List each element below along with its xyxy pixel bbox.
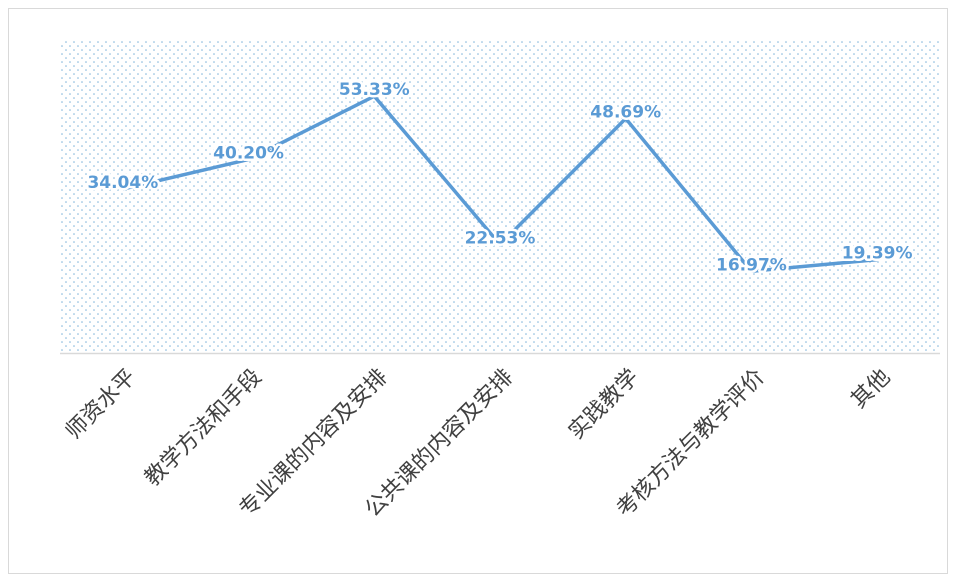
data-label: 19.39% — [842, 244, 913, 264]
data-label: 48.69% — [590, 103, 661, 123]
data-label: 34.04% — [87, 173, 158, 193]
data-line — [122, 94, 878, 274]
data-label: 16.97% — [716, 255, 787, 275]
plot-area — [60, 40, 940, 353]
data-label: 22.53% — [465, 229, 536, 249]
data-label: 40.20% — [213, 143, 284, 163]
data-label: 53.33% — [339, 80, 410, 100]
